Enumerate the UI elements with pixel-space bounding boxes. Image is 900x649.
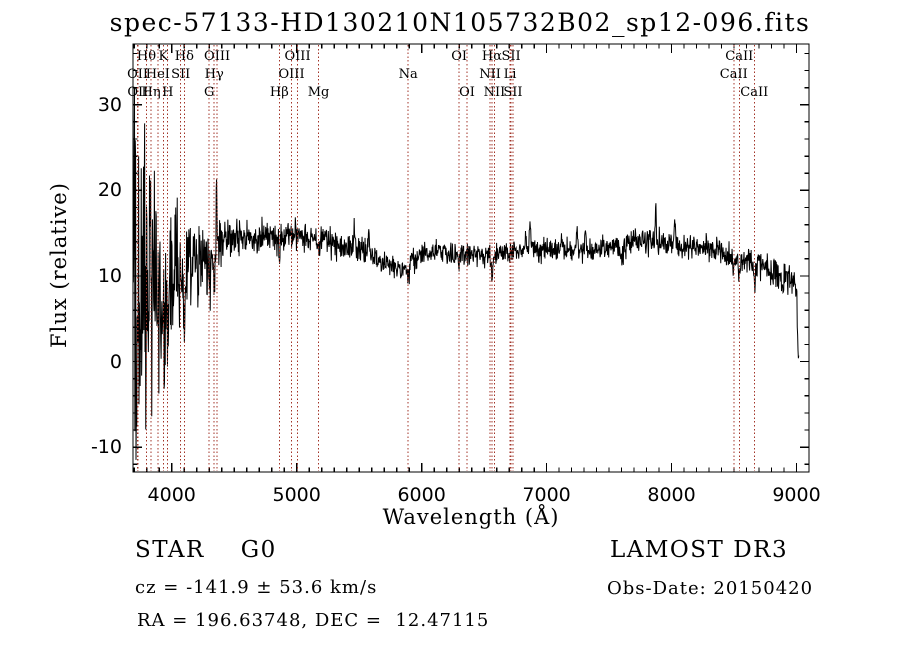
spectral-line-label-Li: Li — [503, 67, 517, 82]
ra-dec-text: RA = 196.63748, DEC = 12.47115 — [137, 610, 490, 631]
spectral-line-label-SII: SII — [171, 67, 191, 82]
spectral-line-label-G: G — [204, 85, 215, 100]
x-axis-label: Wavelength (Å) — [382, 505, 560, 529]
spectral-line-label-Hδ: Hδ — [174, 49, 194, 64]
spectral-line-label-CaII: CaII — [725, 49, 754, 64]
y-tick-label: 30 — [97, 93, 122, 116]
spectral-line-label-CaII: CaII — [740, 85, 769, 100]
x-tick-label: 4000 — [147, 484, 196, 506]
survey-release-label: LAMOST DR3 — [610, 537, 789, 563]
object-subclass: G0 — [240, 537, 277, 563]
spectral-line-label-Hα: Hα — [481, 49, 503, 64]
spectral-line-label-OIII: OIII — [204, 49, 231, 64]
spectrum-trace — [132, 87, 800, 460]
spectral-line-label-H: H — [162, 85, 174, 100]
obs-date-text: Obs-Date: 20150420 — [607, 578, 814, 599]
spectral-line-label-Hθ: Hθ — [136, 49, 157, 64]
spectral-line-label-OIII: OIII — [278, 67, 305, 82]
spectral-line-label-OIII: OIII — [284, 49, 311, 64]
x-tick-label: 9000 — [772, 484, 821, 506]
spectral-line-label-OII: OII — [127, 67, 149, 82]
spectral-line-label-OI: OI — [459, 85, 475, 100]
x-tick-label: 6000 — [397, 484, 446, 506]
spectral-line-label-Hγ: Hγ — [204, 67, 224, 82]
spectral-line-label-K: K — [158, 49, 169, 64]
spectral-line-label-Na: Na — [398, 67, 418, 82]
spectral-line-label-Hη: Hη — [141, 85, 161, 100]
spectral-line-label-OII: OII — [127, 85, 149, 100]
spectral-line-label-CaII: CaII — [719, 67, 748, 82]
spectral-line-label-NII: NII — [479, 67, 501, 82]
spectral-line-label-OI: OI — [451, 49, 468, 64]
spectral-line-label-SII: SII — [501, 49, 521, 64]
y-tick-label: 10 — [97, 264, 122, 287]
object-class-line: STAR G0 — [135, 537, 277, 563]
spectral-line-label-Hβ: Hβ — [269, 85, 289, 100]
x-tick-label: 7000 — [522, 484, 571, 506]
y-tick-label: -10 — [90, 436, 122, 459]
y-tick-label: 0 — [109, 350, 122, 373]
x-tick-label: 5000 — [272, 484, 321, 506]
spectral-line-markers — [137, 45, 755, 471]
spectral-line-label-SII: SII — [503, 85, 523, 100]
object-class: STAR — [135, 537, 205, 563]
x-tick-label: 8000 — [647, 484, 696, 506]
plot-title: spec-57133-HD130210N105732B02_sp12-096.f… — [109, 8, 811, 37]
spectral-line-label-Mg: Mg — [307, 85, 330, 100]
y-tick-label: 20 — [97, 179, 122, 202]
spectral-line-label-HeI: HeI — [145, 67, 170, 82]
spectral-line-label-NII: NII — [483, 85, 506, 100]
cz-velocity-text: cz = -141.9 ± 53.6 km/s — [135, 577, 378, 598]
